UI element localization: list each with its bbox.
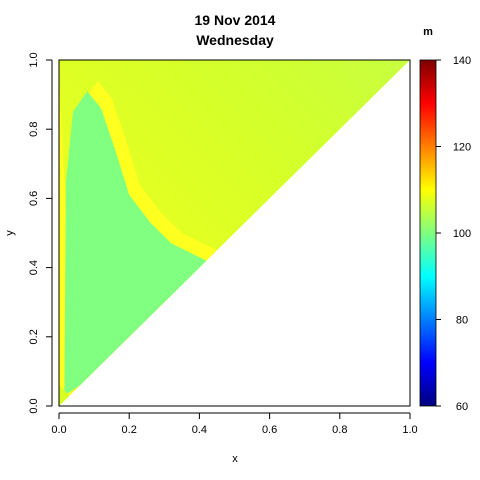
heatmap-low-region (64, 91, 207, 396)
colorbar (419, 59, 437, 407)
y-axis-label: y (4, 230, 16, 236)
chart-title-line2: Wednesday (196, 32, 274, 48)
colorbar-tick-label: 120 (453, 142, 471, 154)
colorbar-axis: 60 80 100 120 140 (436, 55, 471, 413)
y-tick-label: 0.2 (28, 329, 40, 344)
y-axis: 0.0 0.2 0.4 0.6 0.8 1.0 (28, 52, 53, 414)
y-tick-label: 0.8 (28, 122, 40, 137)
plot-frame (58, 59, 411, 407)
x-tick-label: 1.0 (402, 424, 417, 436)
y-tick-label: 1.0 (28, 52, 40, 67)
colorbar-tick-label: 140 (453, 55, 471, 67)
colorbar-tick-label: 60 (456, 401, 468, 413)
colorbar-title: m (423, 26, 433, 38)
colorbar-tick-label: 100 (453, 228, 471, 240)
x-tick-label: 0.8 (332, 424, 347, 436)
y-tick-label: 0.4 (28, 260, 40, 275)
heatmap-corner-region (59, 385, 70, 406)
colorbar-tick-label: 80 (456, 315, 468, 327)
x-tick-label: 0.6 (262, 424, 277, 436)
x-tick-label: 0.0 (51, 424, 66, 436)
plot-area (59, 60, 410, 407)
y-tick-label: 0.0 (28, 398, 40, 413)
y-tick-label: 0.6 (28, 191, 40, 206)
x-tick-label: 0.4 (192, 424, 207, 436)
x-axis-label: x (232, 453, 238, 465)
x-axis: 0.0 0.2 0.4 0.6 0.8 1.0 (51, 412, 418, 436)
x-tick-label: 0.2 (122, 424, 137, 436)
chart-title-line1: 19 Nov 2014 (195, 12, 276, 28)
